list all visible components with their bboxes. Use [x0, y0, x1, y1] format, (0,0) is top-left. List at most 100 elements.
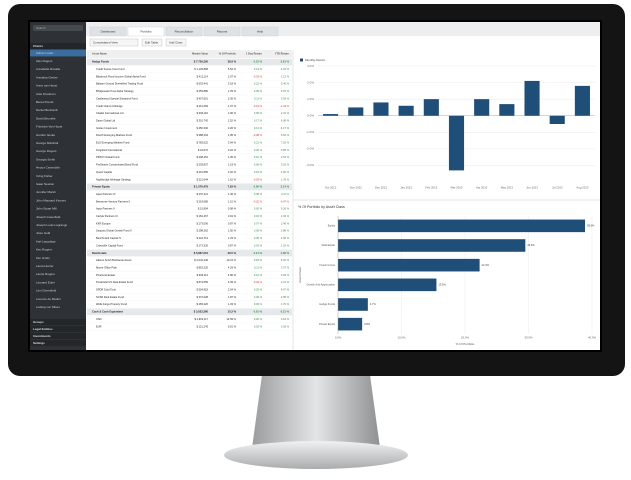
bar	[474, 99, 490, 116]
group-cell: 4.28 %	[281, 251, 290, 255]
stand-base	[224, 441, 408, 469]
client-item[interactable]: Annalisa Gerber	[36, 75, 58, 79]
client-item[interactable]: Lorenzo de Medici	[36, 297, 61, 301]
y-tick-label: -3.0%	[306, 163, 314, 167]
client-item[interactable]: George Marshall	[36, 141, 59, 145]
group-cell: 38.9 %	[228, 60, 237, 64]
column-header: Asset Name	[92, 52, 107, 56]
tab[interactable]	[165, 26, 203, 37]
table-cell: 7.25 %	[281, 141, 290, 145]
section-header	[30, 333, 86, 339]
toolbar-label[interactable]: Consolidated View	[93, 40, 119, 44]
client-item[interactable]: John Stuart Mill	[36, 207, 57, 211]
table-cell: 0.14 %	[254, 67, 263, 71]
table-cell: $ 244,713	[196, 236, 208, 240]
toolbar-button[interactable]	[141, 38, 163, 47]
sidebar-header: Clients	[33, 44, 43, 48]
toolbar-label[interactable]: Add Chart	[169, 40, 183, 44]
client-item[interactable]: Laura Hunter	[36, 264, 54, 268]
bar	[549, 115, 565, 124]
table-cell: 5.02 %	[281, 258, 290, 262]
table-cell: 0.02 %	[254, 324, 263, 328]
toolbar-label[interactable]: Edit Table	[145, 40, 158, 44]
y-tick-label: Hedge Funds	[319, 302, 335, 306]
tab[interactable]	[127, 26, 165, 37]
group-cell: 0.06 %	[254, 185, 263, 189]
client-item[interactable]: Isaac Newton	[36, 182, 55, 186]
client-item[interactable]: Leonard Euler	[36, 280, 55, 284]
client-item[interactable]: Friedrich Van Hoyte	[36, 125, 63, 129]
table-cell: 4.86 %	[228, 273, 237, 277]
search-box[interactable]	[33, 25, 83, 31]
client-item[interactable]: Ariel Friedman	[36, 92, 56, 96]
table-cell: Balsam Ground Diversified Trading Fund	[96, 82, 143, 86]
table-cell: 4.66 %	[281, 170, 290, 174]
section-item[interactable]: Groups	[33, 320, 44, 324]
table-cell: $ 390,116	[197, 111, 209, 115]
client-item[interactable]: Levi Greenfield	[36, 289, 57, 293]
x-tick-label: 40.0%	[588, 336, 596, 340]
table-cell: 0.08 %	[228, 207, 237, 211]
client-item[interactable]: Kim Hinds	[36, 256, 50, 260]
tab-label[interactable]: Reconciliation	[175, 29, 194, 33]
y-tick-label: Fixed Income	[319, 263, 335, 267]
y-tick-label: -2.0%	[306, 147, 314, 151]
client-item[interactable]: Jennifer Marsh	[36, 190, 56, 194]
bar	[338, 298, 368, 311]
tab-label[interactable]: Help	[257, 29, 264, 33]
sidebar	[30, 22, 86, 350]
client-item[interactable]: Gordon Gerke	[36, 133, 55, 137]
table-cell: 0.20 %	[254, 288, 263, 292]
table-cell: 3.55 %	[281, 96, 290, 100]
client-item[interactable]: Karl Langridge	[36, 239, 56, 243]
client-item[interactable]: Josie Gold	[36, 231, 51, 235]
table-cell: 2.02 %	[228, 170, 237, 174]
client-item[interactable]: Daniel Benhardt	[36, 108, 58, 112]
section-item[interactable]: Settings	[33, 341, 45, 345]
client-item[interactable]: Laurie Rogers	[36, 272, 55, 276]
table-cell: KKR Europe	[96, 221, 111, 225]
tab[interactable]	[89, 26, 127, 37]
section-item[interactable]: Legal Entities	[33, 327, 53, 331]
table-cell: 0.05 %	[254, 111, 263, 115]
client-item[interactable]: Hector Cavendish	[36, 166, 60, 170]
tab[interactable]	[203, 26, 241, 37]
section-item[interactable]: Investments	[33, 334, 51, 338]
y-tick-label: 2.0%	[307, 80, 314, 84]
client-item[interactable]: George Rogers	[36, 149, 57, 153]
tab[interactable]	[241, 26, 279, 37]
client-item[interactable]: Georgia Smith	[36, 157, 56, 161]
table-cell: 5.54 %	[228, 67, 237, 71]
client-item[interactable]: Ludwig von Mises	[36, 305, 60, 309]
tab-label[interactable]: Portfolio	[140, 29, 151, 33]
bar	[373, 102, 389, 116]
table-cell: $ 874,055	[196, 280, 208, 284]
bar	[348, 107, 364, 116]
y-tick-label: -1.0%	[306, 130, 314, 134]
toolbar-button[interactable]	[89, 38, 139, 47]
x-tick-label: Oct 2012	[325, 186, 337, 190]
client-item[interactable]: Alex Rogers	[36, 59, 53, 63]
table-cell: 4.29 %	[228, 265, 237, 269]
table-cell: 1.29 %	[228, 89, 237, 93]
client-item[interactable]: Benet Pound	[36, 100, 54, 104]
tab-label[interactable]: Reports	[217, 29, 228, 33]
client-item[interactable]: Anne van Heyst	[36, 84, 57, 88]
client-item[interactable]: David Brunelle	[36, 116, 56, 120]
bar	[499, 104, 515, 116]
client-item[interactable]: Annabelle Rosalie	[36, 67, 61, 71]
table-cell: Quant Capital	[96, 170, 112, 174]
client-item[interactable]: Irving Fisher	[36, 174, 53, 178]
table-cell: $ 173,326	[196, 243, 208, 247]
toolbar-button[interactable]	[165, 38, 187, 47]
table-cell: Apax Partners V	[96, 207, 115, 211]
table-cell: $ 265,220	[196, 302, 208, 306]
table-cell: $ 181,467	[196, 214, 208, 218]
client-item[interactable]: Joseph Louis Lagrange	[36, 223, 68, 227]
tab-label[interactable]: Dashboard	[101, 29, 116, 33]
client-item[interactable]: Joseph Greenfield	[36, 215, 61, 219]
client-item[interactable]: Ken Rogers	[36, 248, 52, 252]
table-cell: 1.07 %	[228, 104, 237, 108]
client-item[interactable]: Adrian Lewis	[36, 51, 54, 55]
client-item[interactable]: John Maynard Keynes	[36, 198, 66, 202]
